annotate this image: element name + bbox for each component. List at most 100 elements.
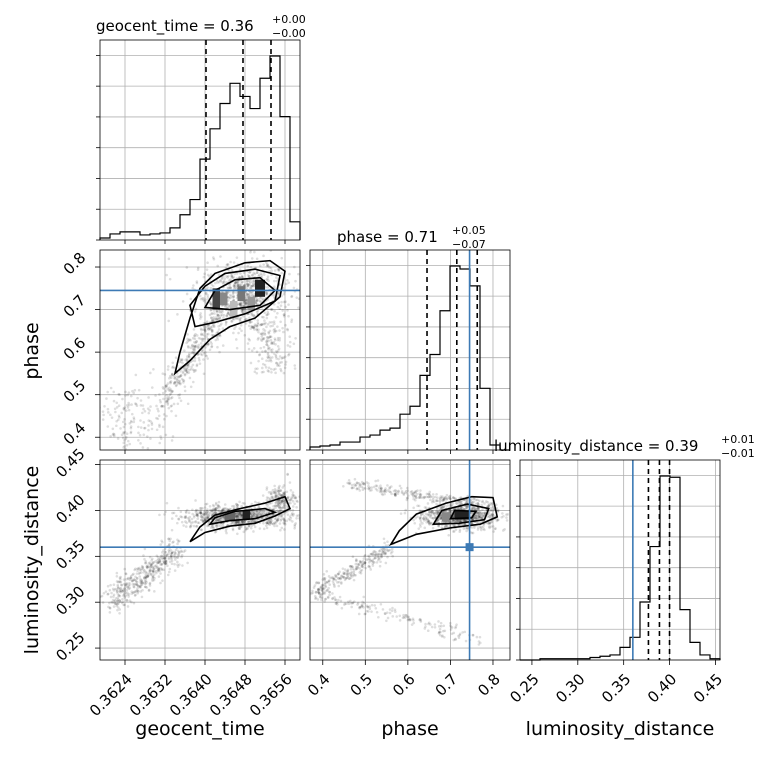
sample-point [352, 486, 355, 489]
sample-point [328, 591, 331, 594]
sample-point [366, 605, 369, 608]
sample-point [407, 619, 410, 622]
sample-point [394, 494, 397, 497]
sample-point [291, 512, 294, 515]
sample-point [209, 309, 212, 312]
title-geocent-time-plus: +0.00 [272, 13, 306, 26]
sample-point [288, 273, 291, 276]
sample-point [265, 278, 268, 281]
sample-point [356, 487, 359, 490]
sample-point [450, 503, 453, 506]
sample-point [256, 319, 259, 322]
sample-point [491, 513, 494, 516]
sample-point [167, 574, 170, 577]
sample-point [122, 604, 125, 607]
sample-point [203, 334, 206, 337]
sample-point [246, 283, 249, 286]
sample-point [400, 512, 403, 515]
sample-point [447, 534, 450, 537]
sample-point [128, 409, 131, 412]
sample-point [248, 275, 251, 278]
sample-point [126, 432, 129, 435]
sample-point [274, 490, 277, 493]
sample-point [184, 515, 187, 518]
sample-point [166, 554, 169, 557]
sample-point [265, 326, 268, 329]
sample-point [121, 398, 124, 401]
sample-point [454, 627, 457, 630]
sample-point [364, 612, 367, 615]
sample-point [152, 566, 155, 569]
panel-luminosity-distance-histogram: luminosity_distance = 0.39 +0.01 −0.01 [494, 433, 755, 460]
sample-point [374, 480, 377, 483]
sample-point [113, 593, 116, 596]
sample-point [116, 580, 119, 583]
sample-point [377, 616, 380, 619]
sample-point [270, 371, 273, 374]
sample-point [263, 311, 266, 314]
sample-point [342, 485, 345, 488]
sample-point [233, 287, 236, 290]
sample-point [276, 325, 279, 328]
sample-point [275, 316, 278, 319]
sample-point [449, 497, 452, 500]
sample-point [451, 633, 454, 636]
sample-point [203, 273, 206, 276]
sample-point [101, 595, 104, 598]
sample-point [287, 315, 290, 318]
corner-plot: geocent_time = 0.36 +0.00 −0.00 phase = … [0, 0, 760, 760]
sample-point [256, 257, 259, 260]
sample-point [278, 487, 281, 490]
sample-point [257, 360, 260, 363]
sample-point [130, 395, 133, 398]
sample-point [279, 320, 282, 323]
sample-point [147, 447, 150, 450]
sample-point [162, 392, 165, 395]
sample-point [232, 332, 235, 335]
sample-point [244, 527, 247, 530]
sample-point [500, 516, 503, 519]
sample-point [125, 409, 128, 412]
sample-point [287, 496, 290, 499]
sample-point [138, 572, 141, 575]
sample-point [258, 353, 261, 356]
sample-point [262, 371, 265, 374]
sample-point [362, 487, 365, 490]
sample-point [178, 551, 181, 554]
sample-point [126, 444, 129, 447]
sample-point [284, 324, 287, 327]
x-tick-label: 0.3624 [86, 670, 136, 720]
sample-point [331, 598, 334, 601]
sample-point [215, 507, 218, 510]
sample-point [195, 340, 198, 343]
sample-point [383, 542, 386, 545]
sample-point [492, 506, 495, 509]
sample-point [416, 504, 419, 507]
sample-point [200, 298, 203, 301]
sample-point [238, 276, 241, 279]
sample-point [177, 517, 180, 520]
sample-point [297, 514, 300, 517]
sample-point [317, 589, 320, 592]
sample-point [263, 528, 266, 531]
sample-point [258, 300, 261, 303]
sample-point [236, 347, 239, 350]
sample-point [428, 523, 431, 526]
sample-point [432, 493, 435, 496]
x-axis-label-phase: phase [381, 718, 438, 740]
sample-point [435, 493, 438, 496]
sample-point [259, 347, 262, 350]
sample-point [142, 433, 145, 436]
sample-point [437, 620, 440, 623]
sample-point [181, 564, 184, 567]
sample-point [182, 524, 185, 527]
sample-point [416, 489, 419, 492]
sample-point [473, 526, 476, 529]
sample-point [119, 587, 122, 590]
sample-point [391, 548, 394, 551]
sample-point [266, 356, 269, 359]
sample-point [159, 543, 162, 546]
x-tick-label: 0.8 [474, 670, 504, 700]
sample-point [238, 327, 241, 330]
sample-point [162, 560, 165, 563]
